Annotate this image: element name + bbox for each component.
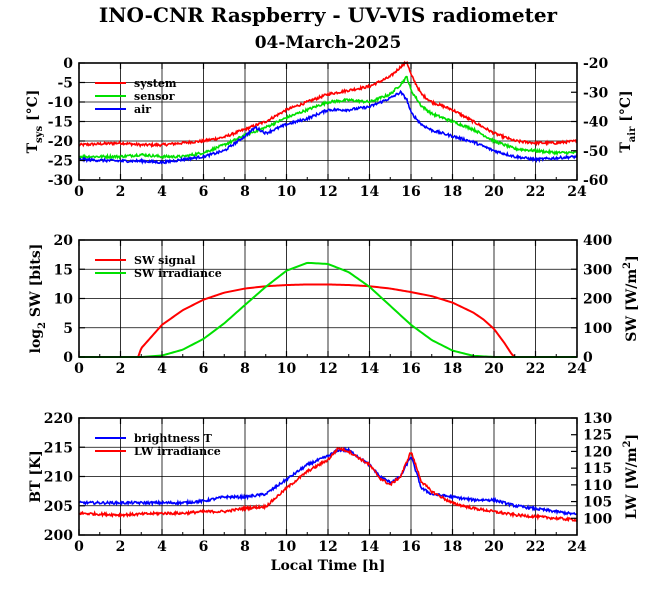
y-tick-label: 5 — [63, 321, 73, 337]
x-tick-label: 14 — [360, 361, 380, 377]
y-tick-label: 215 — [44, 440, 73, 456]
y-tick-label: 20 — [54, 233, 74, 249]
series-line-system — [78, 60, 578, 149]
series-line-sensor — [78, 75, 578, 160]
legend-entry: SW irradiance — [134, 267, 222, 280]
legend-entry: air — [134, 103, 151, 116]
x-tick-label: 20 — [484, 539, 504, 555]
x-tick-label: 20 — [484, 361, 504, 377]
x-tick-label: 6 — [199, 539, 209, 555]
x-tick-label: 14 — [360, 539, 380, 555]
y2-tick-label: 400 — [583, 233, 612, 249]
legend-entry: LW irradiance — [134, 445, 221, 458]
y-tick-label: 200 — [44, 528, 73, 544]
x-tick-label: 10 — [277, 361, 297, 377]
series-line-brightness-t — [78, 446, 578, 516]
y2-tick-label: 115 — [583, 461, 612, 477]
x-tick-label: 18 — [443, 539, 462, 555]
x-tick-label: 24 — [567, 539, 587, 555]
y-tick-label: -5 — [57, 76, 73, 92]
y2-axis-label: Tair [°C] — [618, 90, 638, 152]
x-tick-label: 0 — [74, 184, 84, 200]
x-tick-label: 6 — [199, 184, 209, 200]
y-tick-label: -20 — [48, 134, 74, 150]
y-tick-label: 15 — [54, 262, 73, 278]
series-line-sw-signal — [137, 283, 516, 358]
x-tick-label: 24 — [567, 184, 587, 200]
x-tick-label: 20 — [484, 184, 504, 200]
chart-date: 04-March-2025 — [255, 33, 402, 53]
x-tick-label: 16 — [401, 361, 420, 377]
series-line-lw-irradiance — [78, 446, 578, 523]
x-tick-label: 12 — [318, 184, 337, 200]
x-tick-label: 18 — [443, 184, 462, 200]
x-tick-label: 4 — [157, 184, 167, 200]
x-tick-label: 22 — [526, 361, 545, 377]
x-tick-label: 12 — [318, 361, 337, 377]
x-tick-label: 4 — [157, 539, 167, 555]
x-tick-label: 10 — [277, 184, 297, 200]
y2-tick-label: 300 — [583, 262, 612, 278]
legend-entry: system — [134, 77, 177, 90]
panel-temperatures: 0 2 4 6 8 10 12 14 16 18 20 22 240-5-10-15-20-25-30-… — [25, 56, 638, 200]
x-tick-label: 8 — [240, 361, 250, 377]
y2-tick-label: -30 — [583, 85, 609, 101]
y2-tick-label: 105 — [583, 495, 612, 511]
y2-tick-label: -20 — [583, 56, 609, 72]
y-axis-label: BT [K] — [28, 450, 44, 503]
x-tick-label: 14 — [360, 184, 380, 200]
y2-tick-label: 100 — [583, 511, 612, 527]
x-tick-label: 10 — [277, 539, 297, 555]
x-tick-label: 22 — [526, 184, 545, 200]
x-tick-label: 18 — [443, 361, 462, 377]
y-tick-label: 0 — [63, 56, 73, 72]
y2-axis-label: SW [W/m2] — [622, 255, 640, 342]
y2-tick-label: 200 — [583, 292, 612, 308]
x-tick-label: 12 — [318, 539, 337, 555]
x-tick-label: 0 — [74, 361, 84, 377]
legend-entry: sensor — [134, 90, 175, 103]
y-tick-label: -25 — [48, 154, 73, 170]
series-line-air — [78, 89, 578, 165]
x-tick-label: 6 — [199, 361, 209, 377]
y-tick-label: 205 — [44, 499, 73, 515]
x-tick-label: 8 — [240, 184, 250, 200]
y2-axis-label: LW [W/m2] — [622, 434, 640, 519]
x-tick-label: 16 — [401, 539, 420, 555]
y2-tick-label: 130 — [583, 411, 612, 427]
y-tick-label: 10 — [54, 292, 74, 308]
legend-entry: brightness T — [134, 432, 213, 445]
legend-entry: SW signal — [134, 254, 196, 267]
chart-title: INO-CNR Raspberry - UV-VIS radiometer — [99, 3, 558, 27]
x-tick-label: 22 — [526, 539, 545, 555]
x-tick-label: 4 — [157, 361, 167, 377]
y-tick-label: 220 — [44, 411, 73, 427]
x-tick-label: 2 — [116, 539, 126, 555]
y-tick-label: -10 — [48, 95, 74, 111]
y-tick-label: 0 — [63, 350, 73, 366]
x-tick-label: 0 — [74, 539, 84, 555]
x-tick-label: 2 — [116, 184, 126, 200]
y2-tick-label: -50 — [583, 144, 609, 160]
panel-shortwave: 0 2 4 6 8 10 12 14 16 18 20 22 240510152001002003004… — [28, 233, 640, 377]
y-tick-label: 210 — [44, 470, 73, 486]
y2-tick-label: 110 — [583, 478, 612, 494]
y2-tick-label: -40 — [583, 115, 609, 131]
y2-tick-label: 120 — [583, 444, 612, 460]
y2-tick-label: -60 — [583, 173, 609, 189]
y-tick-label: -15 — [48, 115, 73, 131]
x-tick-label: 8 — [240, 539, 250, 555]
x-tick-label: 16 — [401, 184, 420, 200]
y2-tick-label: 125 — [583, 428, 612, 444]
y-tick-label: -30 — [48, 173, 74, 189]
y-axis-label: log2 SW [bits] — [28, 244, 48, 354]
y-axis-label: Tsys [°C] — [25, 90, 45, 154]
x-axis-label: Local Time [h] — [271, 558, 386, 574]
y2-tick-label: 100 — [583, 321, 612, 337]
x-tick-label: 2 — [116, 361, 126, 377]
panel-longwave: 0 2 4 6 8 10 12 14 16 18 20 22 242002052102152201001… — [28, 411, 640, 574]
x-tick-label: 24 — [567, 361, 587, 377]
y2-tick-label: 0 — [583, 350, 593, 366]
